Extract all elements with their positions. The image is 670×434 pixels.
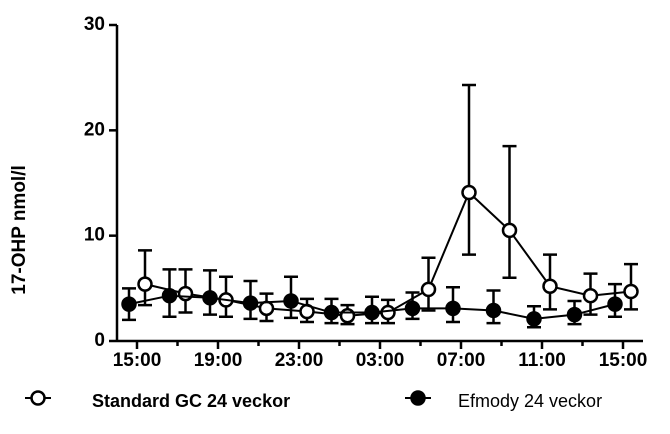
marker xyxy=(526,311,542,327)
legend-label: Standard GC 24 veckor xyxy=(92,391,290,411)
marker xyxy=(566,306,583,323)
marker xyxy=(161,287,178,304)
marker xyxy=(420,281,437,298)
marker xyxy=(177,285,194,302)
marker xyxy=(623,283,639,300)
x-tick-label: 11:00 xyxy=(518,350,566,371)
marker xyxy=(445,300,461,317)
marker xyxy=(339,307,356,324)
marker xyxy=(137,276,153,292)
legend-label: Efmody 24 veckor xyxy=(458,391,602,411)
marker xyxy=(542,278,558,294)
marker xyxy=(30,390,46,406)
marker xyxy=(364,304,380,321)
error-bar xyxy=(462,83,476,256)
y-axis-label: 17-OHP nmol/l xyxy=(9,165,30,295)
marker xyxy=(485,302,502,319)
x-tick-label: 23:00 xyxy=(275,350,324,371)
marker xyxy=(323,304,340,321)
marker xyxy=(283,293,299,309)
x-tick-label: 19:00 xyxy=(194,350,243,371)
series-line xyxy=(144,190,632,317)
x-tick-label: 15:00 xyxy=(599,350,648,371)
marker xyxy=(121,296,137,312)
marker xyxy=(501,222,518,239)
marker xyxy=(607,296,623,312)
x-tick-label: 15:00 xyxy=(113,350,162,371)
marker xyxy=(410,390,426,406)
x-tick-label: 03:00 xyxy=(356,350,405,371)
marker xyxy=(461,184,477,201)
y-tick-label: 20 xyxy=(84,119,105,140)
y-tick-label: 30 xyxy=(84,14,105,35)
marker xyxy=(380,304,396,321)
marker xyxy=(202,290,218,306)
marker xyxy=(258,300,275,317)
marker xyxy=(404,300,421,317)
y-tick-label: 0 xyxy=(94,330,105,351)
y-tick-label: 10 xyxy=(84,225,105,246)
marker xyxy=(582,287,599,304)
marker xyxy=(242,295,259,311)
x-tick-label: 07:00 xyxy=(437,350,486,371)
error-bar xyxy=(502,144,517,280)
